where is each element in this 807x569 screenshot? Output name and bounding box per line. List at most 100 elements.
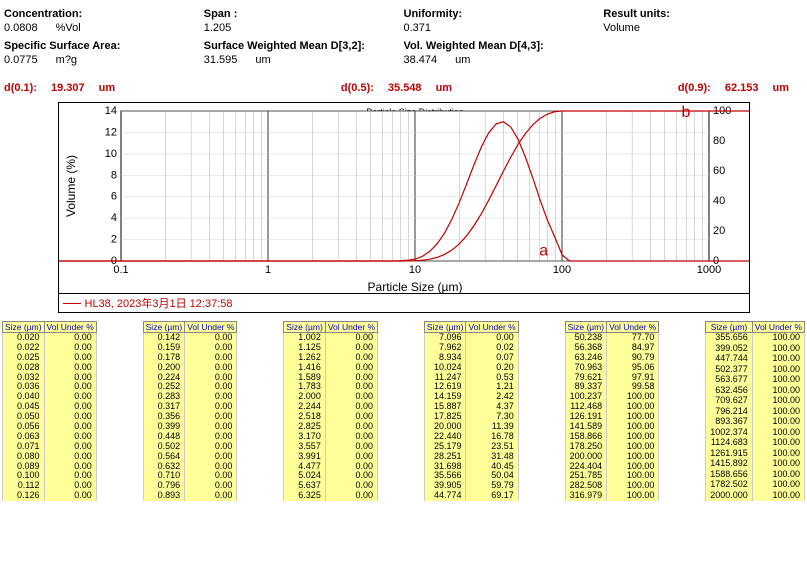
svg-text:40: 40 bbox=[713, 195, 725, 207]
data-table: Size (µm)Vol Under %1.0020.001.1250.001.… bbox=[283, 321, 378, 501]
stat-block: Uniformity: 0.371 bbox=[404, 8, 604, 34]
table-row: 2000.000100.00 bbox=[706, 491, 805, 502]
table-cell: 0.00 bbox=[44, 491, 96, 501]
table-header: Size (µm) bbox=[565, 322, 607, 333]
svg-text:Volume (%): Volume (%) bbox=[64, 155, 78, 217]
stat-value: 0.0775m?g bbox=[4, 54, 204, 66]
table-row: 709.627100.00 bbox=[706, 396, 805, 407]
table-cell: 563.677 bbox=[706, 375, 753, 386]
particle-size-chart: Particle Size Distribution02468101214020… bbox=[59, 103, 749, 293]
data-table: Size (µm)Vol Under %0.1420.000.1590.000.… bbox=[143, 321, 238, 501]
stat-block: Surface Weighted Mean D[3,2]: 31.595um bbox=[204, 40, 404, 66]
stat-label: Concentration: bbox=[4, 8, 204, 20]
stat-block: Concentration: 0.0808%Vol bbox=[4, 8, 204, 34]
table-row: 355.656100.00 bbox=[706, 333, 805, 344]
svg-text:14: 14 bbox=[104, 105, 116, 117]
table-header: Size (µm) bbox=[424, 322, 466, 333]
svg-text:20: 20 bbox=[713, 225, 725, 237]
data-table: Size (µm)Vol Under %0.0200.000.0220.000.… bbox=[2, 321, 97, 501]
table-cell: 100.00 bbox=[752, 438, 804, 449]
stat-value: 31.595um bbox=[204, 54, 404, 66]
table-cell: 100.00 bbox=[752, 375, 804, 386]
table-cell: 100.00 bbox=[607, 491, 659, 501]
table-row: 1415.892100.00 bbox=[706, 459, 805, 470]
table-header: Vol Under % bbox=[185, 322, 237, 333]
stats-panel: Concentration: 0.0808%VolSpan : 1.205Unifo… bbox=[0, 0, 807, 72]
table-cell: 0.893 bbox=[143, 491, 185, 501]
table-cell: 709.627 bbox=[706, 396, 753, 407]
table-cell: 355.656 bbox=[706, 333, 753, 344]
table-cell: 100.00 bbox=[752, 459, 804, 470]
percentile-block: d(0.9):62.153um bbox=[537, 82, 803, 94]
table-header: Vol Under % bbox=[325, 322, 377, 333]
table-cell: 100.00 bbox=[752, 333, 804, 344]
table-cell: 100.00 bbox=[752, 354, 804, 365]
stat-label: Uniformity: bbox=[404, 8, 604, 20]
stat-value: Volume bbox=[603, 22, 803, 34]
table-cell: 1415.892 bbox=[706, 459, 753, 470]
chart-container: Particle Size Distribution02468101214020… bbox=[58, 102, 750, 313]
stat-block: Span : 1.205 bbox=[204, 8, 404, 34]
table-header: Vol Under % bbox=[752, 322, 804, 333]
table-cell: 893.367 bbox=[706, 417, 753, 428]
table-header: Size (µm) bbox=[3, 322, 45, 333]
percentile-row: d(0.1):19.307umd(0.5):35.548umd(0.9):62.… bbox=[0, 82, 807, 102]
svg-text:8: 8 bbox=[110, 169, 116, 181]
percentile-block: d(0.5):35.548um bbox=[270, 82, 536, 94]
svg-text:Particle Size (µm): Particle Size (µm) bbox=[367, 280, 462, 293]
table-row: 1782.502100.00 bbox=[706, 480, 805, 491]
table-header: Size (µm) bbox=[284, 322, 326, 333]
table-row: 1124.683100.00 bbox=[706, 438, 805, 449]
stat-value: 0.0808%Vol bbox=[4, 22, 204, 34]
table-row: 447.744100.00 bbox=[706, 354, 805, 365]
svg-text:12: 12 bbox=[104, 126, 116, 138]
table-row: 563.677100.00 bbox=[706, 375, 805, 386]
table-cell: 100.00 bbox=[752, 396, 804, 407]
svg-text:0.1: 0.1 bbox=[113, 264, 128, 276]
data-table: Size (µm)Vol Under %355.656100.00399.052… bbox=[705, 321, 805, 501]
stat-block bbox=[603, 40, 803, 66]
table-row: 0.1260.00 bbox=[3, 491, 97, 501]
table-row: 316.979100.00 bbox=[565, 491, 659, 501]
table-header: Size (µm) bbox=[143, 322, 185, 333]
table-cell: 2000.000 bbox=[706, 491, 753, 502]
stat-value: 1.205 bbox=[204, 22, 404, 34]
svg-text:80: 80 bbox=[713, 135, 725, 147]
table-cell: 447.744 bbox=[706, 354, 753, 365]
svg-text:1: 1 bbox=[264, 264, 270, 276]
svg-text:10: 10 bbox=[408, 264, 420, 276]
svg-text:2: 2 bbox=[110, 234, 116, 246]
table-cell: 1124.683 bbox=[706, 438, 753, 449]
stat-value: 0.371 bbox=[404, 22, 604, 34]
table-cell: 100.00 bbox=[752, 480, 804, 491]
table-row: 44.77469.17 bbox=[424, 491, 518, 501]
percentile-block: d(0.1):19.307um bbox=[4, 82, 270, 94]
table-cell: 316.979 bbox=[565, 491, 607, 501]
stat-label: Span : bbox=[204, 8, 404, 20]
table-row: 893.367100.00 bbox=[706, 417, 805, 428]
table-cell: 6.325 bbox=[284, 491, 326, 501]
stat-value: 38.474um bbox=[404, 54, 604, 66]
data-table: Size (µm)Vol Under %50.23877.7056.36884.… bbox=[565, 321, 660, 501]
stat-block: Specific Surface Area: 0.0775m?g bbox=[4, 40, 204, 66]
legend-text: HL38, 2023年3月1日 12:37:58 bbox=[85, 295, 233, 311]
data-table: Size (µm)Vol Under %7.0960.007.9620.028.… bbox=[424, 321, 519, 501]
legend-line-icon bbox=[63, 303, 81, 304]
table-header: Size (µm) bbox=[706, 322, 753, 333]
table-cell: 0.126 bbox=[3, 491, 45, 501]
stat-label: Specific Surface Area: bbox=[4, 40, 204, 52]
table-header: Vol Under % bbox=[44, 322, 96, 333]
svg-text:60: 60 bbox=[713, 165, 725, 177]
stat-block: Result units:Volume bbox=[603, 8, 803, 34]
table-row: 6.3250.00 bbox=[284, 491, 378, 501]
svg-text:a: a bbox=[539, 243, 548, 260]
table-row: 0.8930.00 bbox=[143, 491, 237, 501]
svg-text:1000: 1000 bbox=[696, 264, 720, 276]
stat-label: Surface Weighted Mean D[3,2]: bbox=[204, 40, 404, 52]
svg-text:6: 6 bbox=[110, 191, 116, 203]
table-header: Vol Under % bbox=[607, 322, 659, 333]
table-cell: 44.774 bbox=[424, 491, 466, 501]
svg-text:100: 100 bbox=[552, 264, 570, 276]
chart-legend: HL38, 2023年3月1日 12:37:58 bbox=[58, 294, 750, 313]
svg-text:4: 4 bbox=[110, 212, 116, 224]
